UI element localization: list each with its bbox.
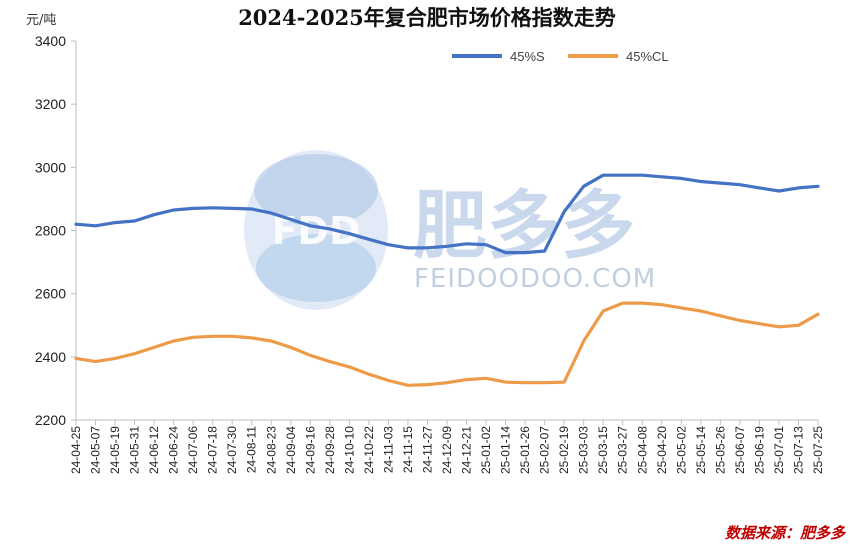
x-tick-label: 25-04-20 bbox=[655, 426, 669, 474]
x-tick-label: 24-07-18 bbox=[206, 426, 220, 474]
x-tick-label: 25-05-26 bbox=[713, 426, 727, 474]
x-tick-label: 24-11-27 bbox=[420, 426, 434, 473]
y-tick-label: 3000 bbox=[35, 159, 66, 175]
y-tick-label: 2800 bbox=[35, 223, 66, 239]
watermark: FDD 肥多多 FEIDOODOO.COM bbox=[244, 150, 656, 310]
x-tick-label: 25-05-02 bbox=[674, 426, 688, 474]
y-axis-ticks: 2200 2400 2600 2800 3000 3200 3400 bbox=[35, 33, 76, 428]
x-tick-label: 24-09-04 bbox=[284, 426, 298, 474]
series-lines bbox=[74, 173, 820, 387]
x-tick-label: 24-11-15 bbox=[401, 426, 415, 473]
x-tick-label: 25-07-01 bbox=[772, 426, 786, 474]
x-tick-label: 25-07-13 bbox=[791, 426, 805, 474]
data-source-label: 数据来源：肥多多 bbox=[725, 524, 846, 542]
x-tick-label: 24-11-03 bbox=[381, 426, 395, 473]
x-tick-label: 25-04-08 bbox=[635, 426, 649, 474]
x-tick-label: 24-06-24 bbox=[167, 426, 181, 474]
x-tick-label: 24-08-11 bbox=[245, 426, 259, 473]
x-tick-label: 25-02-07 bbox=[538, 426, 552, 474]
x-tick-label: 24-09-16 bbox=[303, 426, 317, 474]
x-tick-label: 24-04-25 bbox=[69, 426, 83, 474]
x-tick-label: 25-06-07 bbox=[733, 426, 747, 474]
x-tick-label: 24-12-21 bbox=[460, 426, 474, 474]
legend: 45%S 45%CL bbox=[452, 49, 669, 64]
x-tick-label: 24-05-19 bbox=[108, 426, 122, 474]
series-line-45cl bbox=[74, 301, 820, 387]
y-axis-unit: 元/吨 bbox=[26, 13, 56, 28]
x-tick-label: 25-01-26 bbox=[518, 426, 532, 474]
x-tick-label: 24-07-30 bbox=[225, 426, 239, 474]
y-tick-label: 3400 bbox=[35, 33, 66, 49]
x-tick-label: 24-10-22 bbox=[362, 426, 376, 474]
x-tick-label: 24-07-06 bbox=[186, 426, 200, 474]
x-tick-label: 25-03-15 bbox=[596, 426, 610, 474]
x-tick-label: 25-07-25 bbox=[811, 426, 825, 474]
legend-label-45s: 45%S bbox=[510, 49, 545, 64]
x-axis-ticks: 24-04-25 24-05-07 24-05-19 24-05-31 24-06-12… bbox=[69, 420, 825, 474]
x-tick-label: 25-03-27 bbox=[616, 426, 630, 474]
series-line-45s bbox=[74, 173, 820, 255]
x-tick-label: 24-10-10 bbox=[342, 426, 356, 474]
chart-title: 2024-2025年复合肥市场价格指数走势 bbox=[238, 5, 616, 30]
x-tick-label: 24-06-12 bbox=[147, 426, 161, 474]
y-tick-label: 2400 bbox=[35, 349, 66, 365]
x-tick-label: 24-08-23 bbox=[264, 426, 278, 474]
x-tick-label: 25-01-14 bbox=[499, 426, 513, 474]
watermark-logo-text: FDD bbox=[271, 209, 360, 253]
x-tick-label: 25-03-03 bbox=[577, 426, 591, 474]
x-tick-label: 24-12-09 bbox=[440, 426, 454, 474]
watermark-logo-icon: FDD bbox=[244, 150, 388, 310]
x-tick-label: 24-05-07 bbox=[89, 426, 103, 474]
y-tick-label: 2200 bbox=[35, 412, 66, 428]
x-tick-label: 25-05-14 bbox=[694, 426, 708, 474]
x-tick-label: 24-05-31 bbox=[128, 426, 142, 474]
watermark-brand: 肥多多 bbox=[413, 183, 635, 269]
x-tick-label: 25-06-19 bbox=[752, 426, 766, 474]
legend-label-45cl: 45%CL bbox=[626, 49, 669, 64]
y-tick-label: 3200 bbox=[35, 96, 66, 112]
x-tick-label: 25-02-19 bbox=[557, 426, 571, 474]
watermark-domain: FEIDOODOO.COM bbox=[414, 264, 656, 294]
x-tick-label: 24-09-28 bbox=[323, 426, 337, 474]
y-tick-label: 2600 bbox=[35, 286, 66, 302]
x-tick-label: 25-01-02 bbox=[479, 426, 493, 474]
